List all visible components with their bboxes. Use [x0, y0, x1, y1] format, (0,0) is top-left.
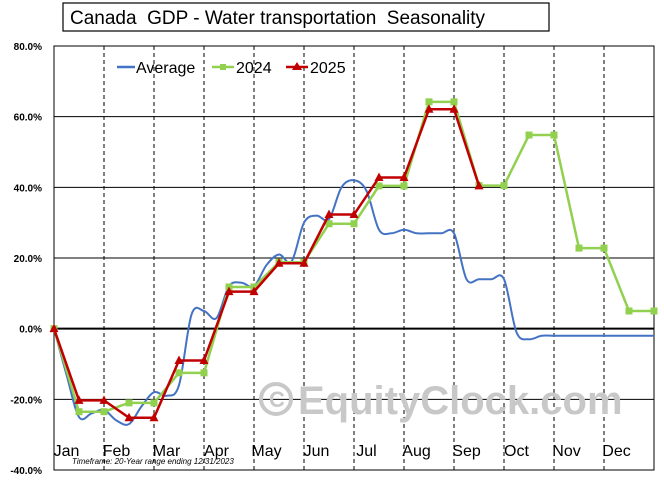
month-label: Feb	[103, 443, 131, 460]
data-point	[175, 369, 183, 377]
data-point	[500, 182, 508, 190]
title-box	[62, 2, 550, 32]
series-average	[53, 179, 654, 426]
data-point	[274, 258, 284, 267]
data-point	[425, 98, 433, 106]
y-axis-tick-labels: 80.0% 60.0% 40.0% 20.0% 0.0% -20.0% -40.0%	[10, 42, 42, 477]
month-label: Jan	[54, 443, 80, 460]
y-tick-label: -20.0%	[10, 395, 42, 406]
data-point	[324, 209, 334, 219]
legend-2024-label: 2024	[236, 60, 272, 77]
data-point	[474, 180, 484, 190]
data-point	[575, 244, 583, 252]
data-point	[625, 307, 633, 315]
data-point	[525, 131, 533, 139]
data-point	[600, 244, 608, 252]
month-label: Aug	[402, 443, 430, 460]
y-tick-label: 40.0%	[14, 183, 42, 194]
watermark: C EquityClock.com	[259, 379, 623, 423]
copyright-icon	[259, 382, 293, 416]
chart-title: Canada GDP - Water transportation Season…	[70, 8, 486, 29]
month-label: Jun	[304, 443, 330, 460]
data-point	[125, 399, 133, 407]
data-point	[99, 395, 109, 404]
legend-2025-label: 2025	[310, 60, 346, 77]
series-line-2025	[52, 107, 481, 419]
month-label: Nov	[552, 443, 580, 460]
data-point	[150, 399, 158, 407]
data-point	[199, 355, 209, 364]
data-point	[349, 209, 359, 219]
data-point	[550, 131, 558, 139]
month-label: Jul	[356, 443, 376, 460]
month-label: Dec	[602, 443, 630, 460]
series-line-average	[53, 179, 654, 426]
data-point	[375, 182, 383, 190]
timeframe-footnote: Timeframe: 20-Year range ending 12/31/20…	[72, 457, 234, 466]
data-point	[200, 369, 208, 377]
data-point	[400, 182, 408, 190]
data-point	[450, 98, 458, 106]
y-tick-label: 60.0%	[14, 113, 42, 124]
data-point	[149, 412, 159, 422]
data-point	[100, 408, 108, 416]
data-point	[299, 258, 309, 267]
data-point	[75, 408, 83, 416]
data-point	[224, 286, 234, 296]
data-point	[325, 220, 333, 228]
legend: Average 2024 2025	[117, 60, 346, 77]
series-layer	[49, 98, 658, 426]
data-point	[424, 104, 434, 113]
month-label: Mar	[153, 443, 181, 460]
series-2025	[49, 104, 484, 422]
data-point	[49, 323, 59, 333]
y-tick-label: 80.0%	[14, 42, 42, 53]
data-point	[374, 172, 384, 181]
data-point	[350, 220, 358, 228]
month-label: Oct	[504, 443, 529, 460]
watermark-text: EquityClock.com	[298, 379, 623, 423]
y-tick-label: 20.0%	[14, 254, 42, 265]
legend-2024-marker	[220, 64, 226, 70]
y-tick-label: 0.0%	[19, 325, 42, 336]
month-label: Apr	[204, 443, 230, 460]
data-point	[249, 286, 259, 296]
legend-average-label: Average	[136, 60, 195, 77]
data-point	[399, 172, 409, 181]
month-dividers	[103, 46, 605, 470]
legend-2025-marker	[292, 62, 302, 70]
data-point	[174, 355, 184, 364]
data-point	[74, 395, 84, 404]
data-point	[124, 412, 134, 422]
month-label: Sep	[452, 443, 481, 460]
x-axis-month-labels: Jan Feb Mar Apr May Jun Jul Aug Sep Oct Nov Dec	[54, 443, 631, 460]
y-tick-label: -40.0%	[10, 466, 42, 477]
data-point	[449, 104, 459, 113]
copyright-glyph: C	[269, 387, 285, 412]
data-point	[650, 307, 658, 315]
month-label: May	[251, 443, 281, 460]
